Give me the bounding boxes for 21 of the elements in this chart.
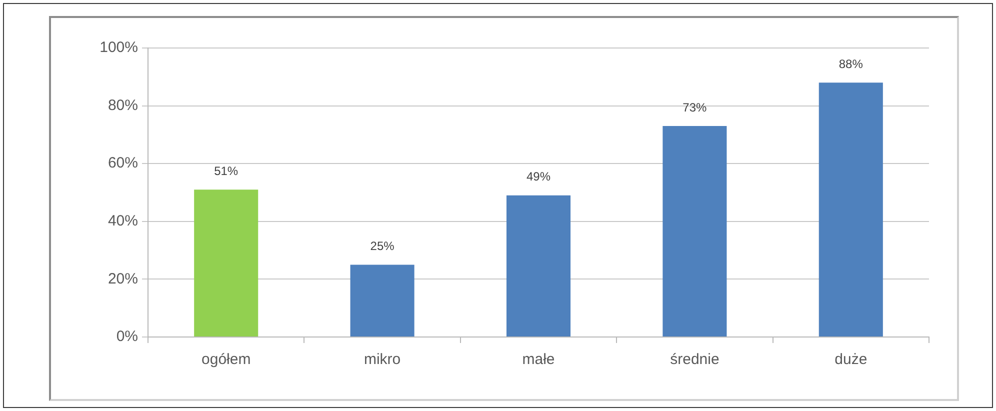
y-tick-label: 80% (108, 96, 138, 114)
y-tick-label: 40% (108, 212, 138, 230)
data-label: 73% (682, 100, 708, 114)
y-tick-label: 100% (100, 39, 138, 56)
bar (506, 195, 571, 336)
y-tick-label: 20% (108, 270, 138, 288)
data-label: 49% (526, 170, 551, 184)
bar (818, 82, 883, 336)
x-tick-label: mikro (364, 351, 401, 368)
x-tick-label: duże (834, 351, 868, 368)
data-label: 88% (838, 56, 864, 71)
x-tick-label: małe (522, 351, 555, 368)
x-tick-label: ogółem (202, 351, 251, 368)
bar (350, 264, 414, 336)
x-tick-label: średnie (670, 351, 720, 368)
y-tick-label: 60% (108, 154, 138, 172)
data-label: 25% (370, 239, 395, 254)
bar (194, 190, 258, 336)
bar (662, 126, 727, 336)
data-label: 51% (214, 164, 238, 178)
y-tick-label: 0% (116, 328, 138, 346)
